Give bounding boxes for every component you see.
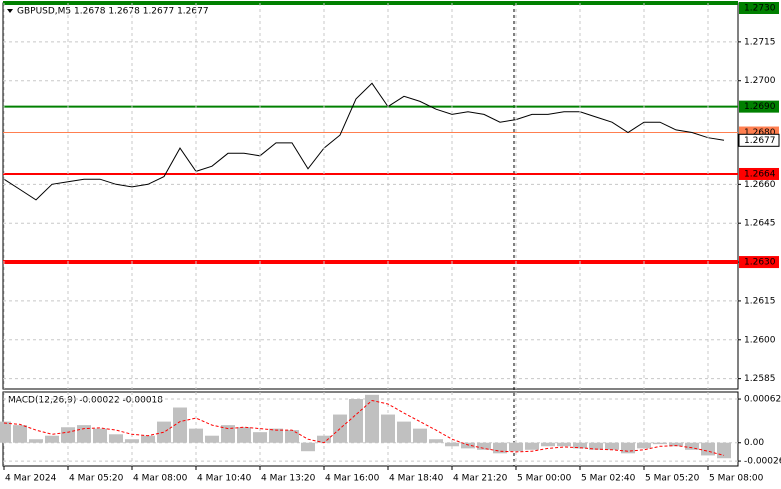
- y-tick-label: 0.00: [744, 438, 764, 448]
- macd-bar: [605, 442, 619, 450]
- macd-bar: [93, 428, 107, 443]
- macd-bar: [205, 435, 219, 443]
- macd-bar: [717, 442, 731, 459]
- macd-bar: [685, 442, 699, 450]
- level-label: 1.2690: [744, 102, 776, 112]
- macd-bar: [365, 394, 379, 443]
- macd-title: MACD(12,26,9) -0.00022 -0.00018: [8, 396, 163, 406]
- x-tick-label: 4 Mar 21:20: [453, 474, 508, 484]
- x-tick-label: 4 Mar 10:40: [197, 474, 252, 484]
- macd-bar: [509, 442, 523, 452]
- macd-bar: [237, 427, 251, 443]
- macd-bar: [349, 399, 363, 443]
- y-tick-label: 1.2615: [744, 296, 776, 306]
- macd-bar: [157, 421, 171, 443]
- macd-bar: [477, 442, 491, 450]
- x-tick-label: 5 Mar 05:20: [645, 474, 700, 484]
- macd-bar: [141, 435, 155, 443]
- macd-bar: [0, 421, 11, 443]
- collapse-icon: [7, 9, 13, 13]
- macd-bar: [493, 442, 507, 454]
- level-label: 1.2730: [744, 4, 776, 14]
- macd-bar: [557, 442, 571, 447]
- y-tick-label: 1.2660: [744, 180, 776, 190]
- macd-bar: [189, 428, 203, 443]
- y-tick-label: 1.2645: [744, 219, 776, 229]
- macd-bar: [285, 430, 299, 443]
- macd-bar: [269, 428, 283, 443]
- macd-bar: [221, 425, 235, 443]
- macd-bar: [77, 425, 91, 443]
- macd-bar: [317, 435, 331, 443]
- macd-bar: [445, 442, 459, 447]
- macd-bar: [653, 442, 667, 445]
- x-tick-label: 4 Mar 18:40: [389, 474, 444, 484]
- level-label: 1.2680: [744, 128, 776, 138]
- last-price-tag: [738, 133, 780, 147]
- y-tick-label: -0.00026: [744, 457, 781, 467]
- x-tick-label: 4 Mar 16:00: [325, 474, 380, 484]
- x-tick-label: 5 Mar 08:00: [709, 474, 764, 484]
- level-tag: [739, 167, 779, 180]
- level-tag: [739, 100, 779, 113]
- y-tick-label: 1.2600: [744, 335, 776, 345]
- macd-bar: [253, 432, 267, 443]
- macd-bar: [61, 427, 75, 443]
- macd-bar: [381, 414, 395, 443]
- macd-bar: [109, 434, 123, 443]
- x-tick-label: 4 Mar 08:00: [133, 474, 188, 484]
- last-price-label: 1.2677: [744, 136, 776, 146]
- macd-bar: [573, 442, 587, 449]
- y-tick-label: 1.2700: [744, 76, 776, 86]
- macd-bar: [173, 407, 187, 443]
- macd-bar: [29, 439, 43, 443]
- macd-bar: [541, 442, 555, 447]
- macd-bar: [637, 442, 651, 449]
- chart-title: GBPUSD,M5 1.2678 1.2678 1.2677 1.2677: [17, 7, 209, 17]
- macd-bar: [397, 421, 411, 443]
- macd-bar: [13, 425, 27, 443]
- macd-bar: [429, 439, 443, 443]
- macd-bar: [525, 442, 539, 450]
- y-tick-label: 1.2715: [744, 37, 776, 47]
- x-tick-label: 4 Mar 05:20: [69, 474, 124, 484]
- x-tick-label: 5 Mar 02:40: [581, 474, 636, 484]
- macd-bar: [461, 442, 475, 449]
- x-tick-label: 5 Mar 00:00: [517, 474, 572, 484]
- macd-bar: [589, 442, 603, 450]
- macd-bar: [701, 442, 715, 456]
- macd-bar: [413, 428, 427, 443]
- y-tick-label: 0.00062: [744, 395, 781, 405]
- level-label: 1.2630: [744, 258, 776, 268]
- macd-bar: [301, 442, 315, 452]
- level-label: 1.2664: [744, 169, 776, 179]
- x-tick-label: 4 Mar 13:20: [261, 474, 316, 484]
- level-tag: [739, 256, 779, 269]
- price-line: [3, 82, 725, 201]
- x-tick-label: 4 Mar 2024: [5, 474, 57, 484]
- macd-bar: [45, 435, 59, 443]
- level-tag: [739, 2, 779, 14]
- signal-line: [3, 399, 725, 456]
- macd-bar: [669, 442, 683, 447]
- y-tick-label: 1.2585: [744, 374, 776, 384]
- macd-bar: [621, 442, 635, 454]
- macd-bar: [125, 439, 139, 443]
